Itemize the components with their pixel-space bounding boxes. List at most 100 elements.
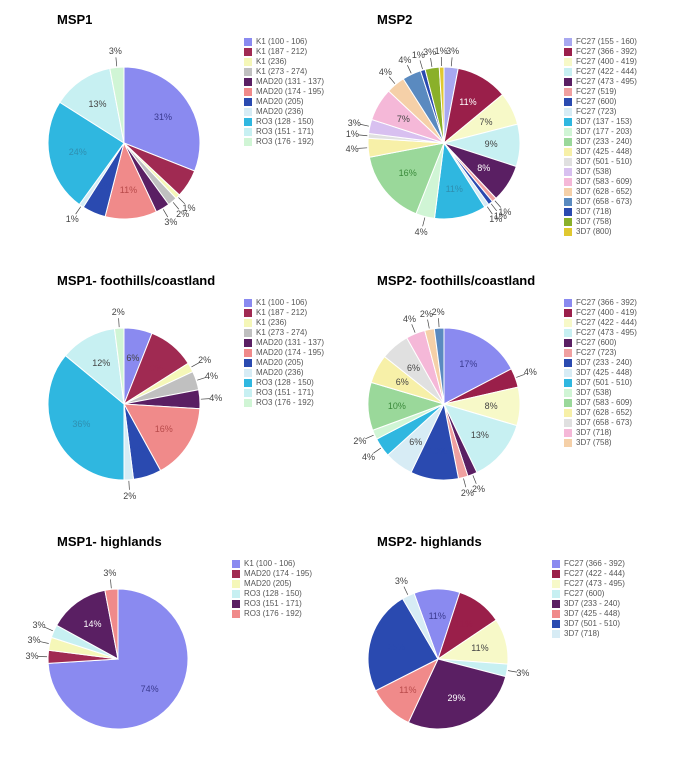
legend-swatch	[244, 108, 252, 116]
legend-swatch	[232, 580, 240, 588]
slice-label: 11%	[456, 619, 473, 629]
slice-label: 13%	[88, 99, 106, 109]
leader-line	[116, 57, 117, 66]
legend-item: 3D7 (628 - 652)	[564, 408, 637, 417]
legend-swatch	[564, 128, 572, 136]
legend-label: 3D7 (177 - 203)	[576, 127, 632, 136]
legend-swatch	[564, 329, 572, 337]
legend-label: 3D7 (501 - 510)	[576, 157, 632, 166]
leader-line	[358, 148, 367, 149]
legend-item: MAD20 (236)	[244, 107, 324, 116]
legend-swatch	[244, 48, 252, 56]
slice-label: 16%	[155, 424, 173, 434]
legend-label: 3D7 (658 - 673)	[576, 197, 632, 206]
legend-item: 3D7 (538)	[564, 388, 637, 397]
legend-swatch	[244, 349, 252, 357]
chart-msp2: MSP23%11%7%9%8%1%1%1%11%4%16%4%1%3%7%4%4…	[332, 12, 677, 255]
legend-label: 3D7 (233 - 240)	[564, 599, 620, 608]
legend-label: FC27 (366 - 392)	[576, 47, 637, 56]
legend-swatch	[244, 339, 252, 347]
legend-label: FC27 (600)	[564, 589, 604, 598]
chart-title: MSP1	[57, 12, 322, 27]
chart-title: MSP2- foothills/coastland	[377, 273, 677, 288]
pie-chart	[12, 31, 236, 255]
slice-label: 2%	[432, 307, 445, 317]
legend-label: K1 (187 - 212)	[256, 308, 307, 317]
legend-item: K1 (100 - 106)	[244, 37, 324, 46]
legend-item: MAD20 (236)	[244, 368, 324, 377]
legend-swatch	[564, 419, 572, 427]
legend-item: 3D7 (233 - 240)	[564, 137, 637, 146]
legend-swatch	[244, 379, 252, 387]
leader-line	[412, 324, 415, 332]
slice-label: 3%	[28, 635, 41, 645]
legend-swatch	[564, 138, 572, 146]
legend-item: 3D7 (425 - 448)	[564, 147, 637, 156]
leader-line	[40, 642, 49, 644]
pie-chart	[12, 553, 224, 765]
chart-title: MSP1- foothills/coastland	[57, 273, 322, 288]
slice-label: 4%	[415, 227, 428, 237]
legend-swatch	[564, 68, 572, 76]
slice-label: 3%	[26, 651, 39, 661]
slice-label: 6%	[409, 437, 422, 447]
legend-item: RO3 (151 - 171)	[244, 127, 324, 136]
legend-swatch	[564, 228, 572, 236]
legend-swatch	[564, 299, 572, 307]
legend-swatch	[552, 580, 560, 588]
legend-item: 3D7 (501 - 510)	[552, 619, 625, 628]
slice-label: 8%	[477, 163, 490, 173]
legend-swatch	[244, 128, 252, 136]
legend-item: FC27 (473 - 495)	[564, 328, 637, 337]
legend-swatch	[564, 118, 572, 126]
legend-label: RO3 (176 - 192)	[256, 398, 314, 407]
legend-item: MAD20 (205)	[244, 358, 324, 367]
legend-item: K1 (236)	[244, 318, 324, 327]
slice-label: 5%	[99, 181, 112, 191]
legend-swatch	[564, 429, 572, 437]
legend-item: RO3 (176 - 192)	[244, 398, 324, 407]
legend-label: RO3 (128 - 150)	[256, 378, 314, 387]
legend-item: FC27 (422 - 444)	[564, 318, 637, 327]
legend-item: 3D7 (538)	[564, 167, 637, 176]
legend-label: RO3 (151 - 171)	[256, 388, 314, 397]
legend-swatch	[564, 178, 572, 186]
chart-title: MSP2	[377, 12, 677, 27]
slice-label: 4%	[362, 452, 375, 462]
slice-label: 2%	[198, 355, 211, 365]
leader-line	[404, 587, 408, 595]
slice-label: 3%	[103, 568, 116, 578]
legend-swatch	[244, 389, 252, 397]
slice-label: 11%	[120, 185, 137, 195]
legend-label: MAD20 (205)	[244, 579, 292, 588]
legend-swatch	[244, 38, 252, 46]
legend-swatch	[244, 329, 252, 337]
legend-item: MAD20 (131 - 137)	[244, 77, 324, 86]
legend-item: 3D7 (628 - 652)	[564, 187, 637, 196]
legend-swatch	[244, 369, 252, 377]
legend-item: MAD20 (174 - 195)	[244, 348, 324, 357]
legend-item: MAD20 (174 - 195)	[232, 569, 312, 578]
pie-chart	[12, 292, 236, 516]
legend-swatch	[564, 218, 572, 226]
legend-item: 3D7 (583 - 609)	[564, 177, 637, 186]
slice-label: 11%	[429, 611, 446, 621]
slice-label: 11%	[446, 184, 463, 194]
legend-label: 3D7 (758)	[576, 217, 612, 226]
leader-line	[431, 58, 432, 67]
leader-line	[45, 627, 53, 631]
legend-swatch	[552, 610, 560, 618]
legend-item: K1 (273 - 274)	[244, 67, 324, 76]
legend-item: 3D7 (501 - 510)	[564, 378, 637, 387]
legend-swatch	[552, 590, 560, 598]
legend-item: FC27 (366 - 392)	[564, 298, 637, 307]
legend-item: 3D7 (758)	[564, 438, 637, 447]
slice-label: 24%	[69, 147, 87, 157]
legend-label: 3D7 (425 - 448)	[564, 609, 620, 618]
legend-label: FC27 (723)	[576, 107, 616, 116]
legend-item: RO3 (176 - 192)	[244, 137, 324, 146]
leader-line	[360, 124, 369, 126]
legend-swatch	[244, 138, 252, 146]
legend-swatch	[564, 188, 572, 196]
leader-line	[163, 209, 168, 217]
